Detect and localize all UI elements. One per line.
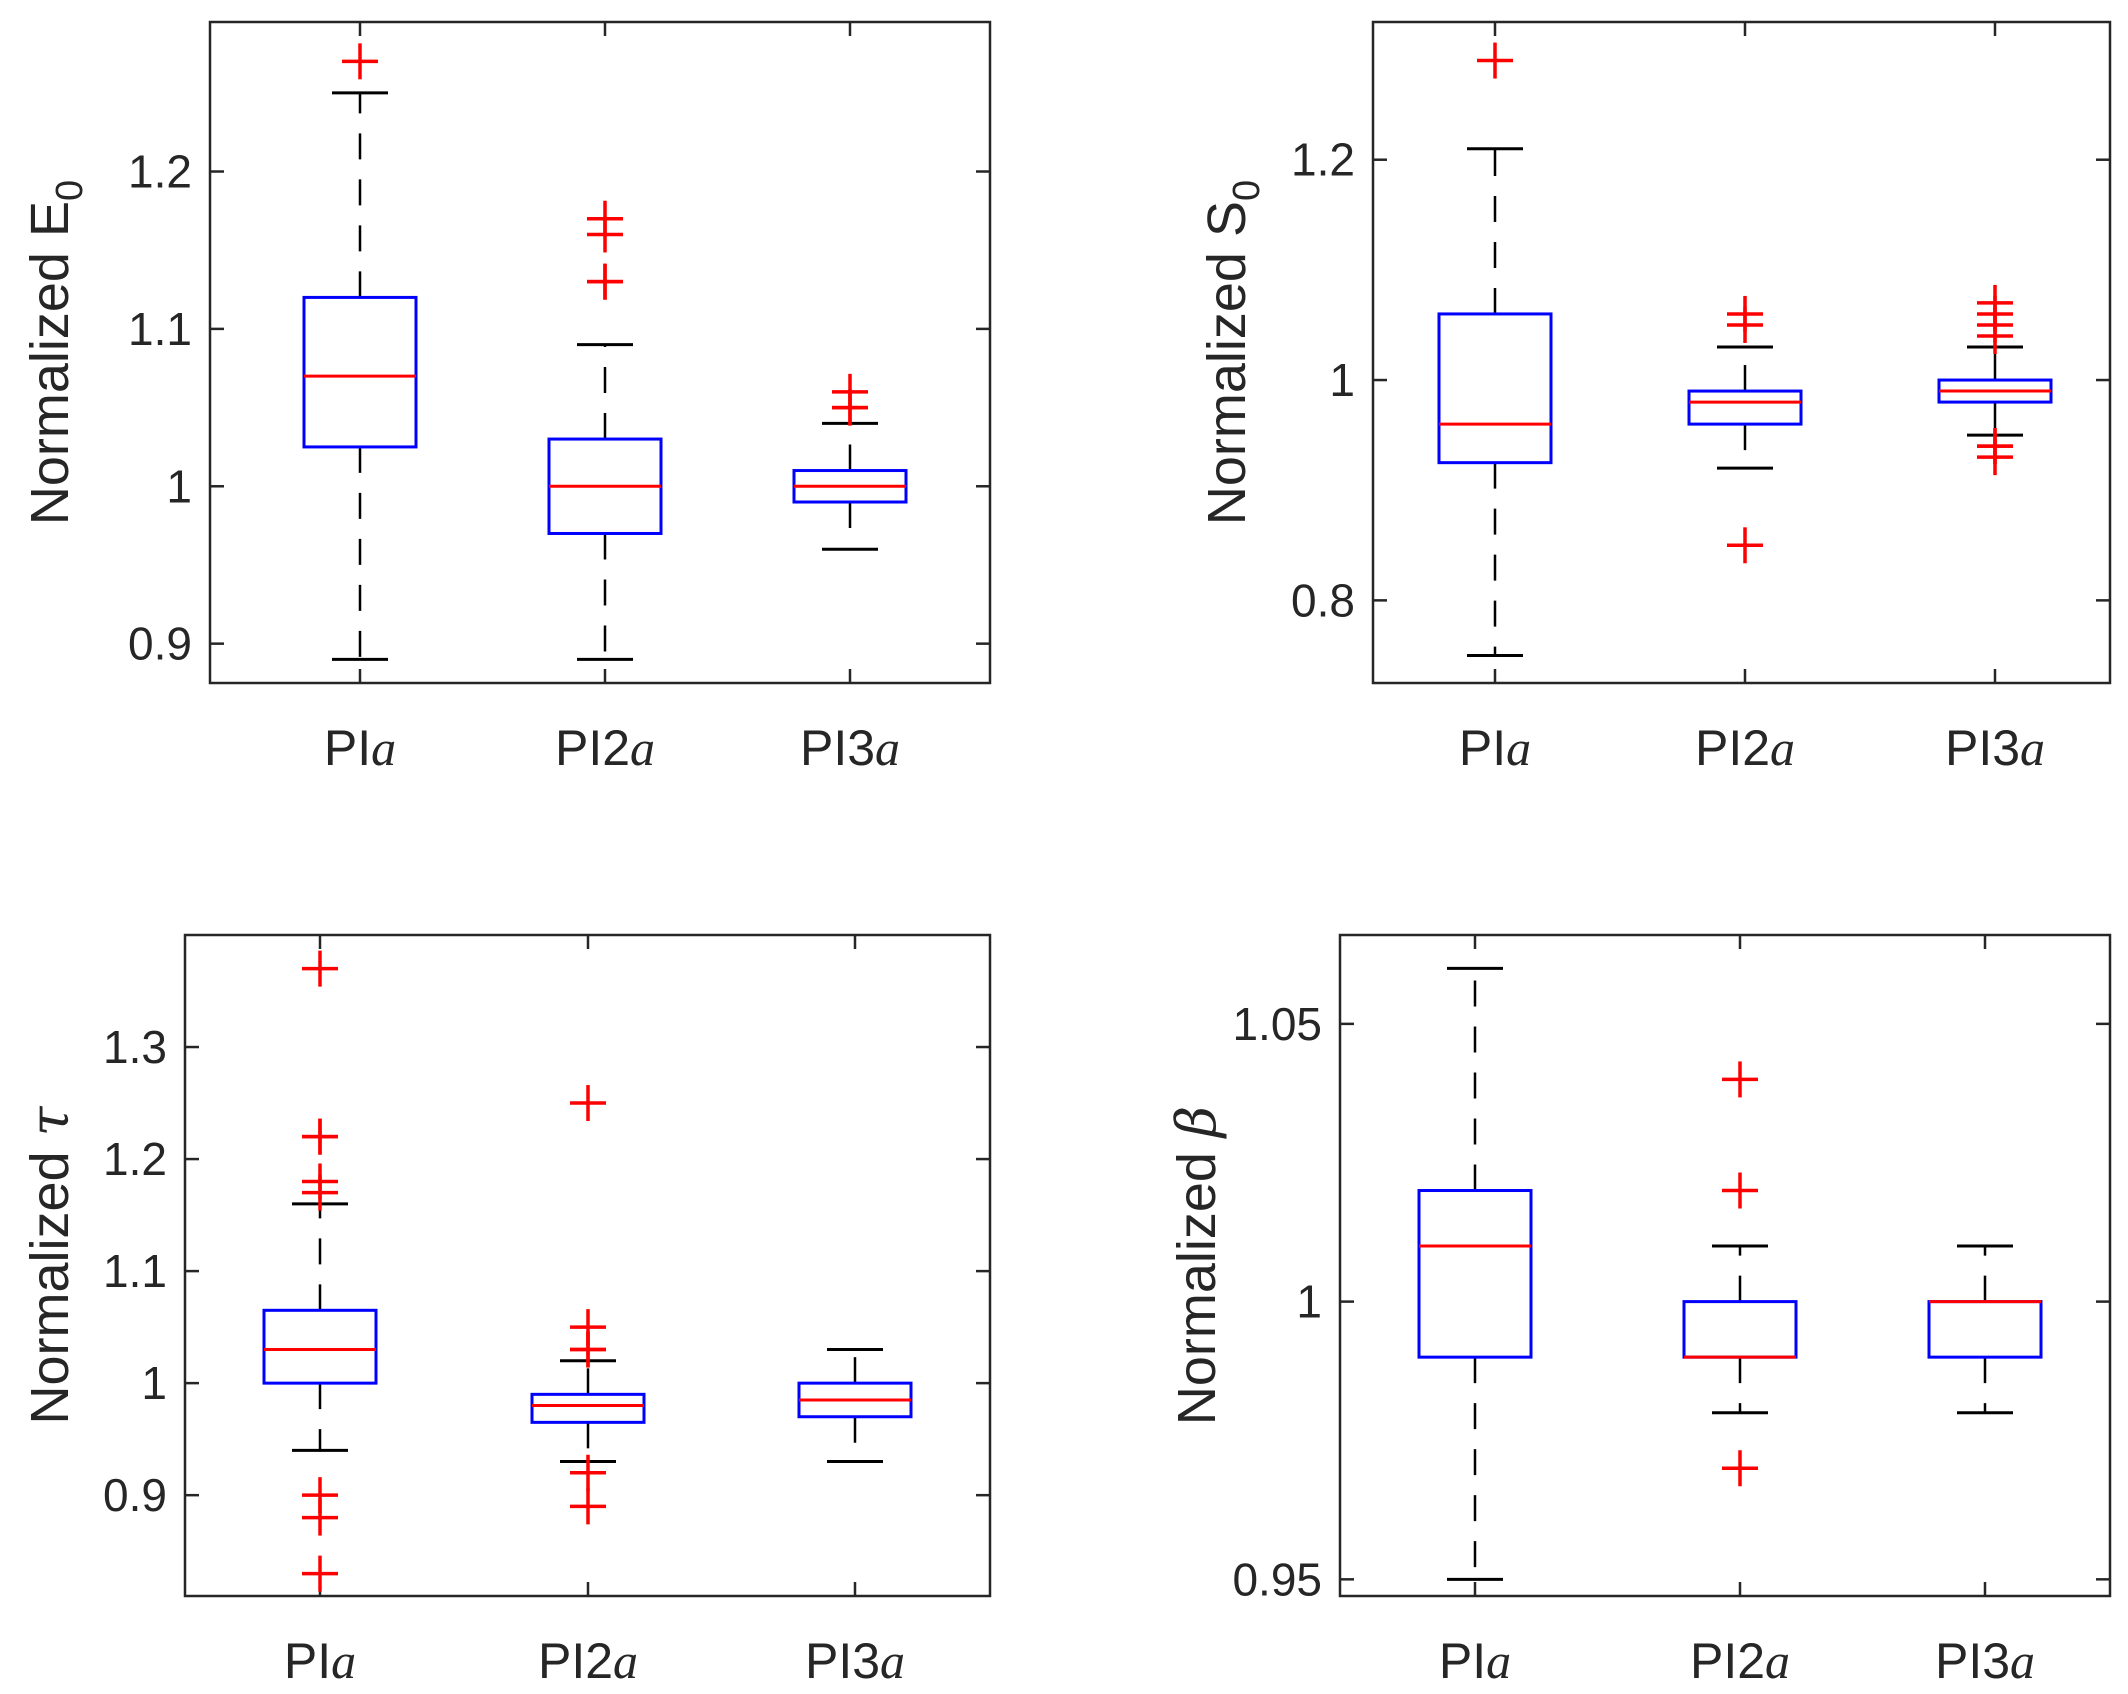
x-category-label: PI3a (1945, 720, 2045, 776)
x-category-label: PI3a (805, 1633, 905, 1689)
outlier-marker (302, 1118, 338, 1155)
iqr-box (1682, 1300, 1798, 1359)
outlier-marker (302, 950, 338, 987)
y-tick-label: 1.2 (128, 146, 192, 198)
subplot-2: 0.8 1 1.2 PIa PI2a PI3a Normalized S0 (1197, 20, 2112, 776)
x-category-label: PIa (1459, 720, 1531, 776)
axes-frame (1371, 20, 2112, 685)
y-axis-label: Normalized τ (18, 1105, 81, 1424)
outlier-marker (1727, 295, 1763, 332)
y-tick-label: 1.1 (103, 1245, 167, 1297)
y-tick-label: 1 (1329, 354, 1355, 406)
iqr-box (262, 1308, 378, 1385)
x-category-label: PI3a (800, 720, 900, 776)
box-2 (1682, 1061, 1798, 1487)
y-axis-label: Normalized β (1165, 1106, 1228, 1425)
outlier-marker (1722, 1061, 1758, 1098)
x-category-label: PI2a (555, 720, 655, 776)
outlier-marker (587, 200, 623, 237)
y-tick-label: 1.1 (128, 303, 192, 355)
outlier-marker (570, 1085, 606, 1122)
y-tick-label: 1 (166, 460, 192, 512)
box-1 (302, 43, 418, 661)
outlier-marker (302, 1555, 338, 1592)
x-category-label: PI2a (1695, 720, 1795, 776)
outlier-marker (1727, 527, 1763, 564)
outlier-marker (1722, 1172, 1758, 1209)
iqr-box (1437, 312, 1553, 465)
outlier-marker (1477, 42, 1513, 79)
x-category-label: PIa (324, 720, 396, 776)
box-2 (547, 200, 663, 661)
iqr-box (302, 295, 418, 449)
iqr-box (1927, 1300, 2043, 1359)
y-tick-label: 1.2 (103, 1133, 167, 1185)
outlier-marker (302, 1163, 338, 1200)
x-category-label: PIa (284, 1633, 356, 1689)
box-3 (1927, 1244, 2043, 1415)
y-tick-label: 1 (1296, 1276, 1322, 1328)
subplot-3: 0.9 1 1.1 1.2 1.3 PIa PI2a PI3a Normalized τ (18, 933, 992, 1689)
outlier-marker (342, 43, 378, 80)
outlier-marker (832, 373, 868, 410)
box-1 (1417, 966, 1533, 1581)
y-axis-label: Normalized S0 (1197, 180, 1268, 525)
y-tick-label: 1.05 (1232, 998, 1322, 1050)
y-tick-label: 0.8 (1291, 574, 1355, 626)
iqr-box (1417, 1189, 1533, 1359)
outlier-marker (570, 1488, 606, 1525)
subplot-4: 0.95 1 1.05 PIa PI2a PI3a Normalized β (1165, 933, 2112, 1689)
box-1 (262, 950, 378, 1592)
y-tick-label: 1.3 (103, 1021, 167, 1073)
box-3 (792, 373, 908, 551)
x-category-label: PIa (1439, 1633, 1511, 1689)
subplot-1: 0.9 1 1.1 1.2 PIa PI2a PI3a Normalized E0 (20, 20, 992, 776)
iqr-box (530, 1392, 646, 1424)
outlier-marker (570, 1454, 606, 1491)
outlier-marker (1977, 428, 2013, 465)
outlier-marker (1977, 284, 2013, 321)
outlier-marker (302, 1477, 338, 1514)
outlier-marker (1722, 1450, 1758, 1487)
x-category-label: PI2a (1690, 1633, 1790, 1689)
box-3 (1937, 284, 2053, 476)
y-axis-label: Normalized E0 (20, 180, 91, 525)
y-tick-label: 1.2 (1291, 134, 1355, 186)
y-tick-label: 0.9 (128, 618, 192, 670)
box-3 (797, 1348, 913, 1464)
y-tick-label: 0.9 (103, 1469, 167, 1521)
box-1 (1437, 42, 1553, 657)
y-tick-label: 1 (141, 1357, 167, 1409)
box-2 (1687, 295, 1803, 564)
y-tick-label: 0.95 (1232, 1553, 1322, 1605)
iqr-box (1687, 389, 1803, 426)
axes-frame (1338, 933, 2112, 1598)
box-2 (530, 1085, 646, 1525)
x-category-label: PI2a (538, 1633, 638, 1689)
outlier-marker (570, 1309, 606, 1346)
axes-frame (208, 20, 992, 685)
x-category-label: PI3a (1935, 1633, 2035, 1689)
outlier-marker (587, 263, 623, 300)
